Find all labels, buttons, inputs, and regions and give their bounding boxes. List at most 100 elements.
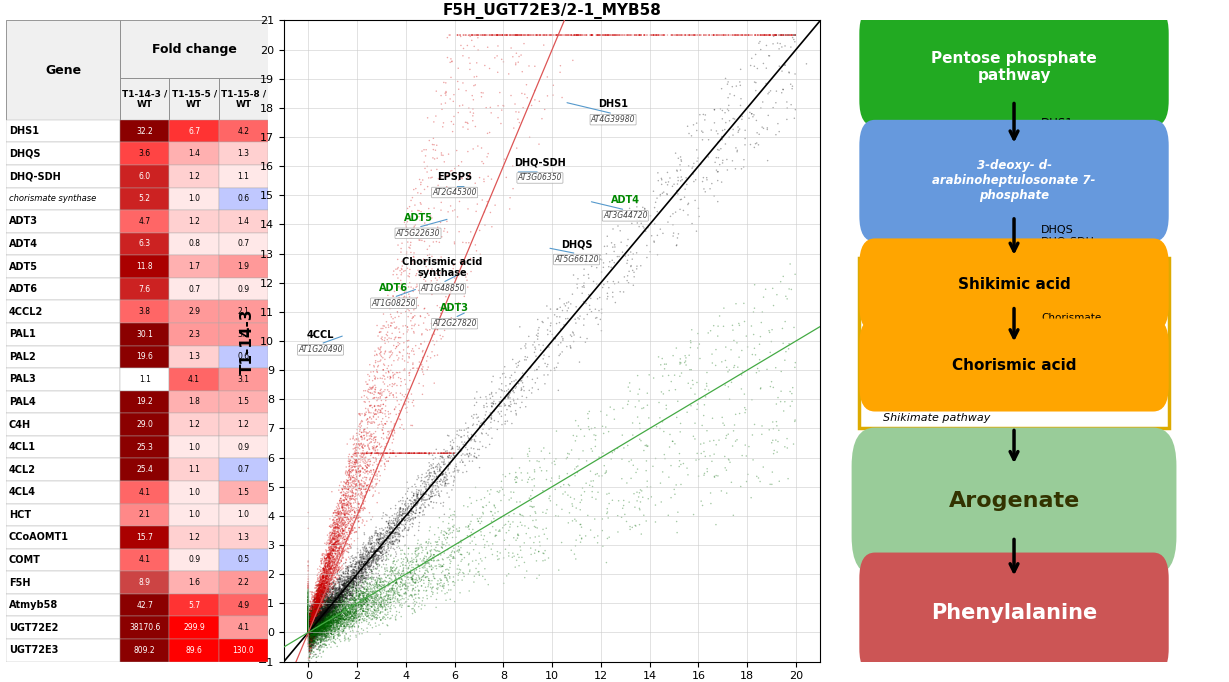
Point	[320, 612, 339, 623]
Point	[326, 542, 345, 552]
Point	[304, 616, 323, 627]
Point	[528, 29, 548, 40]
Point	[301, 632, 321, 642]
Point	[385, 428, 404, 439]
Point	[379, 599, 398, 610]
Point	[315, 601, 334, 612]
Point	[307, 595, 327, 606]
Point	[312, 619, 332, 630]
Point	[299, 587, 318, 598]
Point	[304, 615, 323, 626]
Point	[406, 599, 425, 610]
Point	[343, 591, 363, 602]
Point	[345, 600, 365, 611]
Point	[301, 621, 321, 632]
Point	[315, 610, 334, 621]
Point	[771, 38, 790, 49]
Point	[299, 626, 318, 637]
Point	[322, 608, 342, 619]
Point	[318, 608, 338, 619]
Point	[560, 329, 580, 340]
Point	[311, 610, 331, 621]
Point	[304, 631, 323, 642]
Point	[305, 625, 324, 636]
Point	[355, 453, 375, 464]
Point	[299, 625, 318, 636]
Point	[372, 576, 392, 587]
Point	[299, 610, 318, 621]
Point	[304, 621, 323, 632]
Point	[560, 29, 580, 40]
Point	[310, 604, 329, 614]
Point	[343, 610, 363, 621]
Point	[340, 499, 360, 509]
Point	[361, 475, 381, 486]
Point	[315, 629, 334, 640]
Point	[401, 589, 420, 600]
Point	[404, 304, 424, 315]
Point	[304, 621, 323, 632]
Point	[301, 623, 321, 634]
Point	[322, 610, 342, 621]
Point	[345, 506, 365, 517]
Point	[540, 342, 559, 353]
Point	[307, 626, 327, 637]
Point	[305, 621, 324, 632]
Point	[370, 456, 390, 466]
Point	[326, 528, 345, 539]
Point	[299, 618, 318, 629]
Point	[302, 629, 322, 640]
Point	[329, 595, 349, 606]
Point	[321, 595, 340, 606]
Point	[312, 589, 332, 599]
Point	[301, 622, 321, 633]
Point	[334, 592, 354, 603]
Point	[318, 595, 338, 606]
Point	[348, 464, 367, 475]
Point	[334, 599, 354, 610]
Point	[312, 595, 332, 606]
Point	[537, 504, 557, 515]
Point	[351, 593, 371, 604]
Point	[331, 542, 350, 552]
Point	[329, 501, 349, 512]
Point	[306, 610, 326, 621]
Point	[307, 625, 327, 636]
Point	[301, 609, 321, 620]
Point	[327, 615, 347, 626]
Point	[310, 589, 329, 599]
Point	[570, 29, 590, 40]
Point	[324, 614, 344, 625]
Point	[307, 602, 327, 613]
Point	[306, 621, 326, 632]
Point	[530, 138, 549, 149]
Point	[326, 533, 345, 544]
Point	[320, 597, 339, 608]
Point	[299, 609, 318, 620]
Point	[407, 565, 426, 576]
Point	[310, 619, 329, 630]
Point	[355, 464, 375, 475]
Point	[337, 587, 356, 597]
Point	[304, 612, 323, 623]
Point	[424, 448, 444, 459]
Point	[313, 610, 333, 621]
Point	[600, 29, 619, 40]
Point	[299, 627, 318, 638]
Point	[396, 572, 415, 582]
Point	[412, 500, 431, 511]
Point	[361, 597, 381, 608]
Point	[302, 621, 322, 632]
Point	[302, 622, 322, 633]
Point	[407, 491, 426, 502]
Point	[318, 548, 338, 559]
Point	[744, 111, 763, 122]
Point	[312, 608, 332, 619]
Point	[524, 29, 543, 40]
Point	[744, 109, 763, 120]
Point	[304, 591, 323, 602]
Point	[429, 561, 449, 572]
Point	[698, 29, 718, 40]
Point	[306, 605, 326, 616]
Point	[310, 596, 329, 607]
